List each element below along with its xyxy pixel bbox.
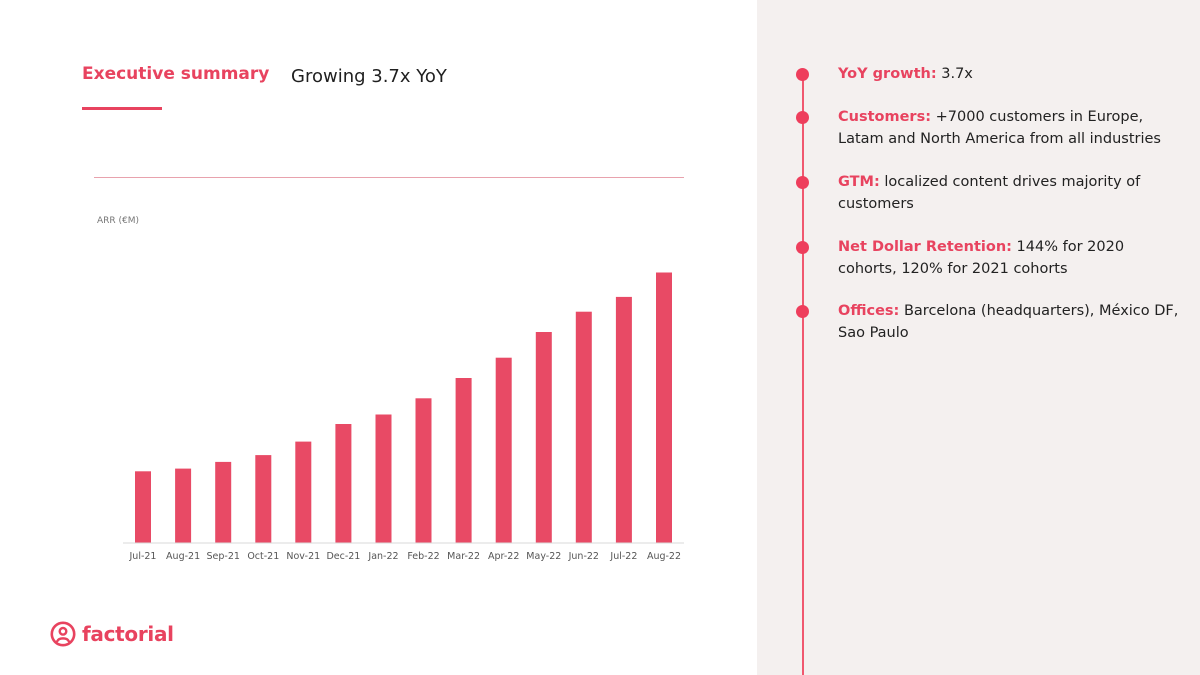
timeline-dot bbox=[796, 305, 809, 318]
bar-dec-21 bbox=[335, 424, 352, 543]
bullet-net-dollar-retention: Net Dollar Retention: 144% for 2020 coho… bbox=[796, 237, 1183, 280]
person-circle-icon bbox=[50, 621, 76, 647]
x-tick-label: Dec-21 bbox=[326, 551, 360, 562]
bar-aug-22 bbox=[656, 272, 672, 543]
page-subtitle: Growing 3.7x YoY bbox=[291, 66, 447, 87]
arr-bar-chart: ARR (€M) Jul-21 Aug-21 Sep-21 Oct-21 Nov-21 D… bbox=[97, 216, 684, 562]
x-tick-label: Mar-22 bbox=[447, 551, 480, 562]
bar-sep-21 bbox=[215, 461, 232, 543]
bullet-text: Barcelona (headquarters), México DF, Sao… bbox=[838, 303, 1179, 341]
x-tick-label: Jul-21 bbox=[129, 551, 157, 562]
x-tick-label: Jan-22 bbox=[367, 551, 398, 562]
bullet-text: 144% for 2020 cohorts, 120% for 2021 coh… bbox=[838, 239, 1125, 277]
x-tick-label: May-22 bbox=[526, 551, 561, 562]
x-tick-label: Jul-22 bbox=[609, 551, 637, 562]
bullet-gtm: GTM: localized content drives majority o… bbox=[796, 172, 1183, 215]
chart-top-rule bbox=[94, 177, 684, 178]
timeline-dot bbox=[796, 68, 809, 81]
x-tick-label: Oct-21 bbox=[247, 551, 279, 562]
bullet-text: +7000 customers in Europe, Latam and Nor… bbox=[838, 109, 1161, 147]
bar-jun-22 bbox=[575, 311, 592, 543]
timeline-dot bbox=[796, 241, 809, 254]
bar-jan-22 bbox=[375, 414, 392, 543]
bar-mar-22 bbox=[455, 378, 472, 543]
bar-oct-21 bbox=[255, 455, 272, 543]
bullet-yoy-growth: YoY growth: 3.7x bbox=[796, 64, 1183, 86]
bar-feb-22 bbox=[415, 398, 432, 543]
x-tick-label: Sep-21 bbox=[206, 551, 239, 562]
bar-apr-22 bbox=[495, 357, 512, 543]
bullet-label: Customers: bbox=[838, 109, 932, 125]
timeline-dot bbox=[796, 176, 809, 189]
bullet-label: Offices: bbox=[838, 303, 900, 319]
x-tick-label: Aug-21 bbox=[166, 551, 200, 562]
chart-x-ticks: Jul-21 Aug-21 Sep-21 Oct-21 Nov-21 Dec-21 Jan-… bbox=[129, 551, 682, 562]
bar-nov-21 bbox=[295, 441, 312, 543]
x-tick-label: Apr-22 bbox=[488, 551, 519, 562]
x-tick-label: Jun-22 bbox=[568, 551, 599, 562]
section-title-underline bbox=[82, 107, 162, 110]
bullet-text: localized content drives majority of cus… bbox=[838, 174, 1141, 212]
bullet-label: YoY growth: bbox=[838, 66, 937, 82]
bullet-text: 3.7x bbox=[936, 66, 973, 82]
x-tick-label: Nov-21 bbox=[286, 551, 320, 562]
timeline-dot bbox=[796, 111, 809, 124]
chart-ylabel: ARR (€M) bbox=[97, 216, 139, 226]
bar-jul-22 bbox=[615, 296, 632, 543]
bar-aug-21 bbox=[175, 468, 192, 543]
bar-jul-21 bbox=[135, 471, 151, 543]
bullet-offices: Offices: Barcelona (headquarters), Méxic… bbox=[796, 301, 1183, 344]
bullet-label: Net Dollar Retention: bbox=[838, 239, 1012, 255]
bullet-customers: Customers: +7000 customers in Europe, La… bbox=[796, 107, 1183, 150]
logo-wordmark: factorial bbox=[82, 622, 174, 646]
section-title: Executive summary bbox=[82, 64, 270, 84]
right-panel bbox=[757, 0, 1200, 675]
x-tick-label: Feb-22 bbox=[407, 551, 439, 562]
timeline-line bbox=[802, 72, 804, 675]
x-tick-label: Aug-22 bbox=[647, 551, 681, 562]
chart-bars bbox=[135, 272, 672, 543]
bar-may-22 bbox=[535, 332, 552, 543]
bullet-label: GTM: bbox=[838, 174, 880, 190]
factorial-logo: factorial bbox=[50, 621, 174, 647]
